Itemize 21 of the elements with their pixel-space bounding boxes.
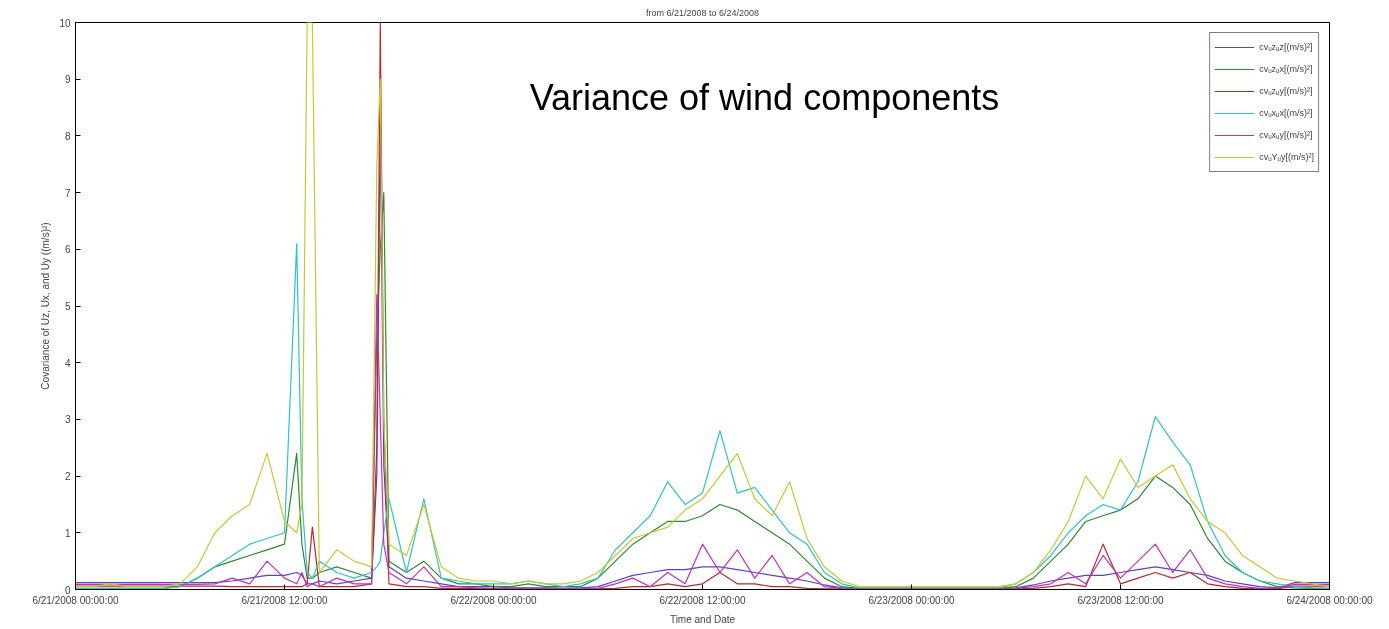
x-tick-label: 6/23/2008 12:00:00 xyxy=(1077,594,1165,606)
x-tick-label: 6/21/2008 00:00:00 xyxy=(32,594,120,606)
y-tick-label: 1 xyxy=(64,527,71,539)
x-axis-title: Time and Date xyxy=(669,613,736,625)
x-tick-label: 6/22/2008 12:00:00 xyxy=(659,594,747,606)
x-tick-label: 6/21/2008 12:00:00 xyxy=(241,594,329,606)
x-tick-label: 6/23/2008 00:00:00 xyxy=(868,594,956,606)
y-tick-label: 5 xyxy=(64,301,71,312)
y-tick-label: 10 xyxy=(59,17,71,29)
y-tick-label: 6 xyxy=(64,244,71,256)
y-tick-label: 0 xyxy=(64,584,71,596)
y-tick-label: 2 xyxy=(64,471,71,483)
y-tick-label: 8 xyxy=(64,130,71,142)
chart-subtitle: from 6/21/2008 to 6/24/2008 xyxy=(645,7,760,18)
x-tick-label: 6/24/2008 00:00:00 xyxy=(1286,594,1374,606)
y-axis-title: Covariance of Uz, Ux, and Uy ((m/s)²) xyxy=(40,222,52,390)
x-tick-label: 6/22/2008 00:00:00 xyxy=(450,594,538,606)
y-tick-label: 9 xyxy=(64,74,71,86)
y-tick-label: 4 xyxy=(64,357,71,369)
y-tick-label: 3 xyxy=(64,414,71,426)
y-tick-label: 7 xyxy=(64,187,71,199)
